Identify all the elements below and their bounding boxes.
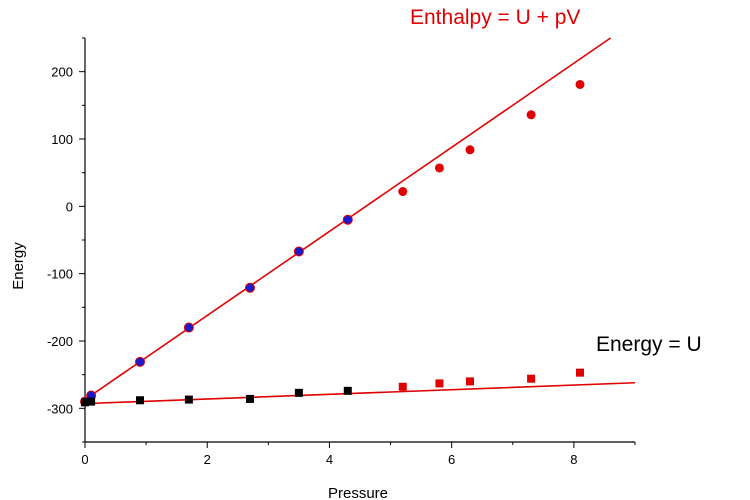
annotation-enthalpy: Enthalpy = U + pV — [410, 6, 580, 29]
x-tick-label: 6 — [448, 452, 455, 467]
series-2-point — [81, 398, 89, 407]
series-2-point — [294, 388, 303, 397]
series-1-point — [293, 246, 304, 257]
ticks: 0 2 4 6 8 -300 -200 -100 0 100 200 — [47, 37, 636, 467]
series-1-point — [526, 110, 536, 120]
fit-lines — [84, 37, 636, 405]
annotation-energy: Energy = U — [596, 333, 702, 356]
y-tick-label: -300 — [47, 401, 73, 416]
y-tick-label: -100 — [47, 267, 73, 282]
series-2-point — [87, 397, 96, 406]
fit-line-2 — [84, 381, 636, 405]
x-tick-label: 2 — [204, 452, 211, 467]
axes — [84, 38, 635, 443]
series-1-point — [342, 214, 353, 225]
x-tick-label: 8 — [570, 452, 577, 467]
x-tick-label: 4 — [326, 452, 333, 467]
data-points — [80, 79, 585, 407]
x-axis-label: Pressure — [328, 485, 388, 500]
series-2-point — [398, 382, 407, 391]
series-2-point — [435, 379, 444, 388]
y-tick-label: 0 — [66, 199, 73, 214]
series-2-point — [136, 396, 144, 405]
series-2-point — [576, 368, 584, 377]
series-2-point — [343, 386, 352, 395]
y-tick-label: -200 — [47, 334, 73, 349]
x-tick-label: 0 — [81, 452, 88, 467]
series-1-point — [183, 322, 194, 333]
series-2-point — [184, 395, 193, 404]
series-1-point — [398, 187, 408, 197]
series-1-point — [465, 145, 475, 155]
y-tick-label: 100 — [51, 132, 73, 147]
series-1-point — [245, 282, 255, 293]
series-2-point — [246, 394, 254, 403]
y-axis-label: Energy — [10, 242, 27, 290]
series-1-point — [135, 356, 145, 367]
y-tick-label: 200 — [51, 65, 73, 80]
series-1-point — [434, 163, 444, 173]
series-2-point — [466, 377, 474, 386]
series-1-point — [575, 79, 585, 89]
series-2-point — [527, 374, 536, 383]
